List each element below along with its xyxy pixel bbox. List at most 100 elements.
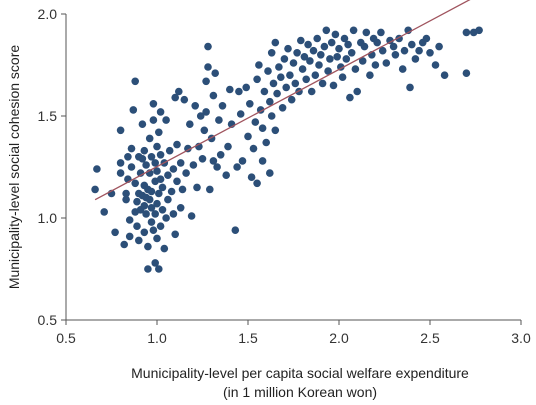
scatter-point: [186, 120, 194, 128]
scatter-point: [378, 46, 387, 55]
scatter-point: [144, 265, 152, 273]
scatter-point: [133, 222, 141, 230]
scatter-point: [165, 146, 174, 155]
scatter-point: [342, 55, 351, 63]
scatter-point: [171, 93, 179, 102]
scatter-point: [147, 204, 156, 212]
scatter-point: [267, 112, 276, 120]
scatter-point: [173, 140, 181, 149]
scatter-point: [138, 120, 147, 128]
scatter-point: [297, 36, 305, 45]
scatter-point: [100, 208, 108, 216]
scatter-point: [196, 112, 205, 120]
scatter-point: [151, 210, 159, 218]
scatter-point: [124, 153, 132, 161]
scatter-point: [198, 155, 207, 163]
scatter-point: [258, 157, 267, 165]
trend-line: [94, 0, 471, 201]
scatter-point: [175, 87, 183, 96]
y-tick-label: 1.0: [38, 210, 58, 226]
scatter-point: [238, 157, 247, 165]
scatter-point: [142, 161, 150, 169]
scatter-point: [153, 234, 161, 243]
scatter-point: [313, 34, 322, 43]
scatter-point: [120, 240, 128, 249]
scatter-point: [218, 102, 227, 110]
scatter-point: [116, 159, 125, 167]
scatter-point: [206, 185, 214, 194]
scatter-point: [131, 179, 139, 188]
scatter-point: [358, 57, 367, 65]
scatter-point: [258, 124, 267, 132]
scatter-point: [271, 126, 280, 135]
scatter-point: [291, 79, 300, 88]
scatter-point: [149, 226, 158, 234]
scatter-point: [389, 42, 398, 51]
scatter-point: [193, 183, 201, 192]
scatter-point: [125, 232, 134, 241]
scatter-point: [204, 42, 212, 51]
x-tick-label: 1.5: [238, 330, 258, 346]
scatter-point: [278, 104, 287, 112]
scatter-point: [260, 87, 269, 96]
scatter-point: [156, 175, 165, 183]
scatter-point: [347, 49, 356, 57]
scatter-point: [158, 206, 167, 214]
scatter-point: [116, 126, 125, 135]
scatter-point: [162, 214, 170, 222]
y-axis-title: Municipality-level social cohesion score: [6, 45, 22, 290]
scatter-point: [160, 244, 169, 253]
scatter-point: [133, 197, 141, 206]
scatter-point: [462, 69, 471, 77]
scatter-point: [149, 100, 158, 108]
scatter-point: [151, 159, 159, 167]
scatter-point: [309, 46, 318, 55]
scatter-point: [242, 83, 250, 92]
scatter-point: [111, 228, 119, 237]
scatter-point: [158, 183, 167, 192]
scatter-point: [122, 189, 130, 198]
scatter-point: [322, 26, 331, 35]
scatter-point: [349, 26, 358, 35]
scatter-point: [360, 42, 369, 51]
scatter-point: [353, 87, 362, 96]
scatter-point: [191, 102, 199, 110]
scatter-point: [326, 55, 334, 63]
scatter-point: [340, 34, 349, 43]
scatter-point: [209, 91, 218, 100]
axes: [65, 14, 521, 321]
scatter-point: [91, 185, 99, 194]
scatter-point: [173, 177, 181, 186]
scatter-point: [271, 38, 280, 47]
scatter-point: [125, 216, 134, 224]
scatter-point: [213, 163, 221, 171]
scatter-point: [304, 40, 312, 49]
scatter-point: [176, 159, 185, 167]
scatter-point: [266, 97, 274, 106]
scatter-point: [127, 163, 136, 171]
x-axis-title-line-2: (in 1 million Korean won): [223, 384, 377, 400]
scatter-point: [131, 77, 139, 86]
scatter-point: [127, 144, 136, 153]
scatter-point: [426, 49, 434, 57]
scatter-point: [406, 83, 414, 92]
scatter-point: [335, 44, 343, 53]
scatter-point: [140, 202, 149, 210]
scatter-point: [293, 49, 301, 57]
scatter-point: [329, 81, 338, 90]
scatter-point: [182, 169, 190, 177]
scatter-point: [233, 163, 241, 171]
scatter-point: [189, 161, 198, 169]
scatter-point: [236, 110, 245, 118]
scatter-point: [224, 142, 232, 151]
scatter-point: [164, 195, 172, 204]
scatter-point: [145, 195, 154, 204]
scatter-point: [244, 132, 252, 141]
y-tick-label: 0.5: [38, 312, 58, 328]
scatter-point: [267, 49, 276, 57]
scatter-point: [287, 95, 296, 104]
scatter-point: [247, 173, 256, 181]
scatter-point: [122, 195, 130, 204]
y-tick-label: 1.5: [38, 108, 58, 124]
